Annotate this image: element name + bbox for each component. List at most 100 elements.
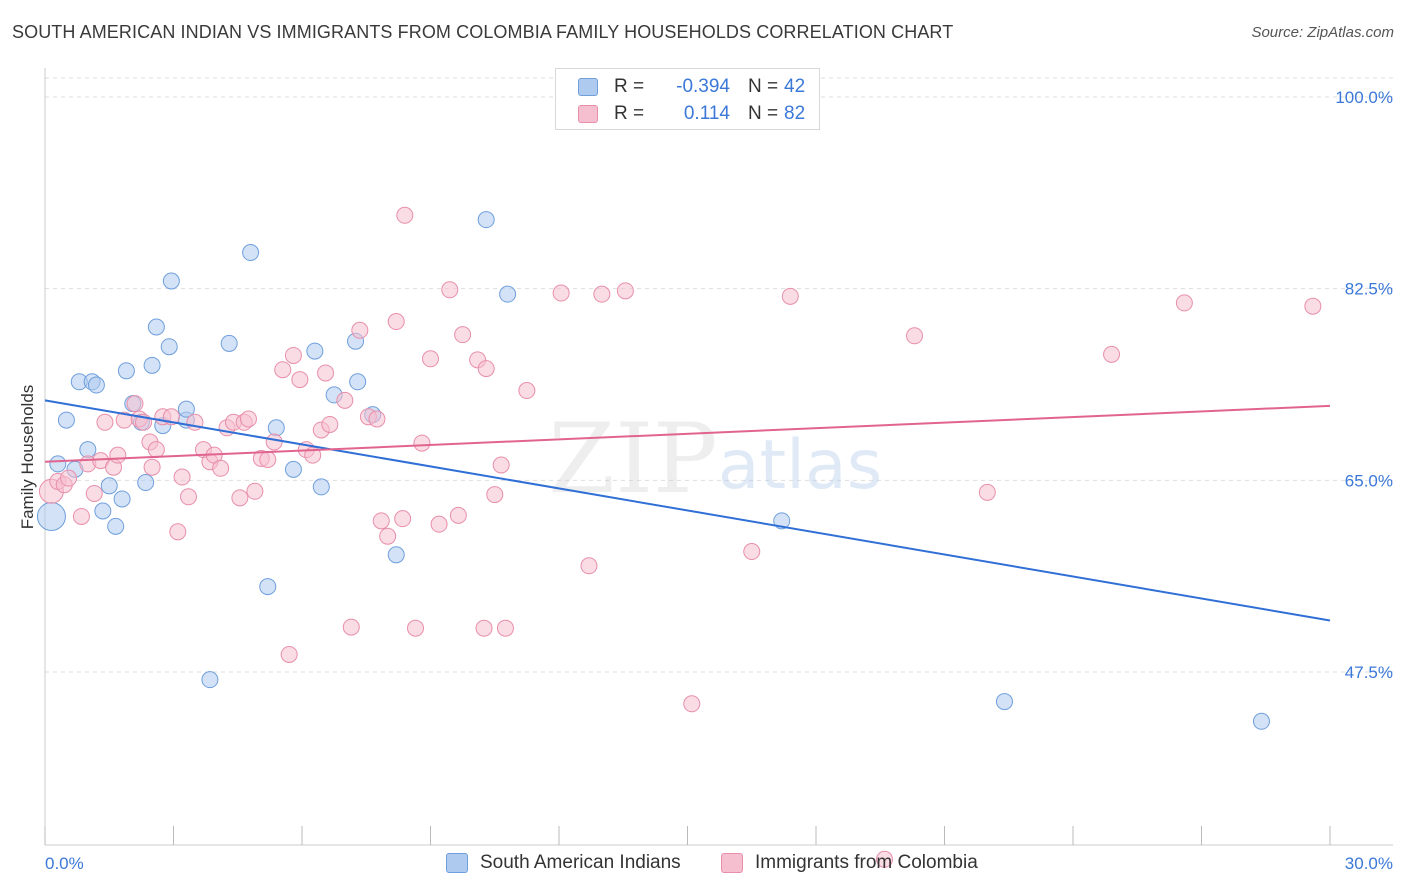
pink-point [593, 285, 611, 303]
pink-point [85, 484, 103, 502]
pink-point [387, 313, 405, 331]
legend-r-label: R = [614, 103, 645, 124]
blue-point [387, 546, 405, 564]
y-axis-label: Family Households [18, 384, 37, 530]
legend-item-south-american-indians[interactable]: South American Indians [446, 852, 681, 874]
x-tick-label: 0.0% [45, 854, 84, 873]
legend-item-label: South American Indians [480, 852, 681, 873]
pink-point [978, 483, 996, 501]
watermark-atlas: atlas [718, 426, 882, 505]
pink-point [368, 410, 386, 428]
blue-point [117, 362, 135, 380]
legend-r-value: 0.114 [683, 103, 730, 124]
blue-point [137, 474, 155, 492]
pink-point [109, 446, 127, 464]
blue-point [1252, 712, 1270, 730]
pink-point [239, 410, 257, 428]
blue-point [147, 318, 165, 336]
y-tick-label: 47.5% [1345, 663, 1393, 682]
blue-point [306, 342, 324, 360]
legend-item-immigrants-from-colombia[interactable]: Immigrants from Colombia [721, 852, 978, 874]
pink-point [449, 506, 467, 524]
pink-trendline [44, 404, 1331, 463]
pink-point [280, 645, 298, 663]
pink-point [351, 321, 369, 339]
pink-point [317, 364, 335, 382]
blue-point [349, 373, 367, 391]
pink-point [454, 326, 472, 344]
chart-title: SOUTH AMERICAN INDIAN VS IMMIGRANTS FROM… [12, 22, 954, 42]
legend-row-blue: R = -0.394 N = 42 [578, 73, 805, 101]
pink-point [96, 413, 114, 431]
blue-point [499, 285, 517, 303]
legend-n-label: N = [748, 76, 779, 97]
y-tick-label: 82.5% [1345, 280, 1393, 299]
pink-point [496, 619, 514, 637]
watermark: ZIP atlas [548, 403, 882, 515]
pink-point [422, 350, 439, 368]
blue-point [87, 376, 105, 394]
pink-point [342, 618, 360, 636]
pink-point [394, 510, 412, 528]
blue-point [220, 334, 238, 352]
legend-n-label: N = [748, 103, 779, 124]
blue-point [113, 490, 131, 508]
pink-point [173, 468, 191, 486]
pink-point [1103, 345, 1121, 363]
series-legend: South American Indians Immigrants from C… [0, 852, 1406, 878]
legend-n-value: 82 [784, 103, 806, 124]
pink-point [781, 287, 799, 305]
pink-point [169, 523, 187, 541]
x-tick-label: 30.0% [1345, 854, 1393, 873]
pink-point [552, 284, 570, 302]
tick-label-layer: 47.5% 65.0% 82.5% 100.0% 0.0% 30.0% [45, 88, 1393, 873]
grid-layer [45, 77, 1393, 673]
pink-swatch [721, 853, 743, 873]
legend-r-label: R = [614, 76, 645, 97]
blue-point [100, 477, 118, 495]
pink-swatch [578, 105, 598, 123]
pink-point [1304, 297, 1322, 315]
pink-point [683, 695, 701, 713]
pink-point [1175, 294, 1193, 312]
pink-point [246, 482, 264, 500]
pink-point [231, 489, 249, 507]
pink-point [616, 282, 634, 300]
pink-point [291, 371, 309, 389]
pink-point [518, 382, 536, 400]
blue-swatch [446, 853, 468, 873]
pink-point [430, 515, 448, 533]
legend-r-value: -0.394 [676, 76, 730, 97]
points-layer [36, 206, 1322, 868]
pink-point [321, 415, 339, 433]
pink-point [259, 451, 277, 469]
blue-point [242, 244, 260, 262]
pink-point [441, 281, 459, 299]
pink-point [179, 488, 197, 506]
pink-point [60, 469, 78, 487]
pink-point [407, 619, 425, 637]
blue-point [284, 460, 302, 478]
pink-point [212, 459, 230, 477]
legend-item-label: Immigrants from Colombia [755, 852, 978, 873]
blue-point [79, 441, 97, 459]
blue-point [267, 419, 285, 437]
pink-point [743, 543, 761, 561]
blue-point [49, 455, 67, 473]
pink-point [486, 486, 504, 504]
pink-point [143, 458, 161, 476]
pink-point [372, 512, 390, 530]
pink-point [492, 456, 510, 474]
pink-point [396, 206, 414, 224]
trend-layer [44, 399, 1331, 622]
blue-point [107, 517, 125, 535]
pink-point [379, 527, 397, 545]
blue-point [177, 400, 195, 418]
blue-point [201, 671, 219, 689]
blue-point [162, 272, 180, 290]
pink-point [265, 433, 283, 451]
blue-point [57, 411, 75, 429]
pink-point [580, 557, 598, 575]
blue-point [259, 578, 277, 596]
pink-point [72, 507, 90, 525]
